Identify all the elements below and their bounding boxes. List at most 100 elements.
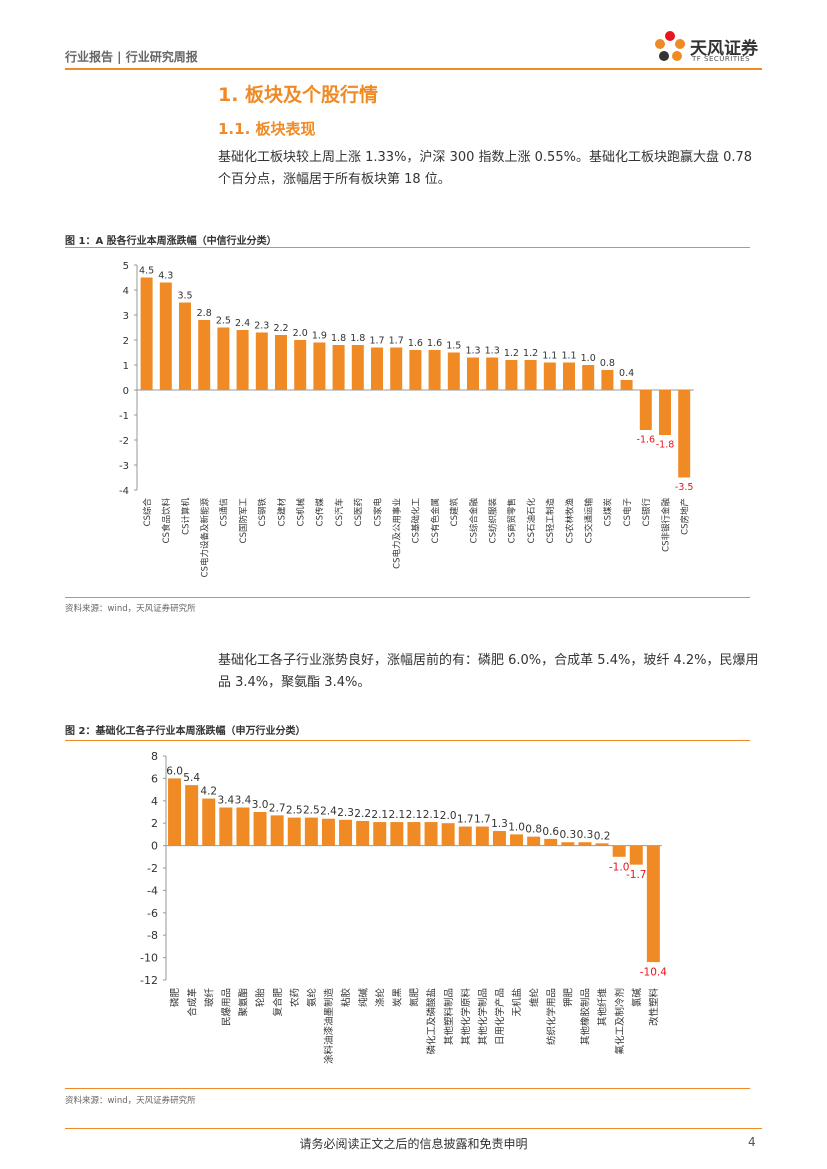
data-label: 2.3 <box>254 321 269 332</box>
bar <box>659 390 671 435</box>
category-label: CS轻工制造 <box>545 498 556 544</box>
category-label: CS国防军工 <box>238 498 249 544</box>
data-label: 1.0 <box>581 353 596 364</box>
report-header: 行业报告 | 行业研究周报 <box>65 50 198 64</box>
category-label: 钾肥 <box>563 988 575 1008</box>
bar <box>505 360 518 390</box>
data-label: 1.3 <box>485 346 500 357</box>
bar <box>510 834 524 846</box>
category-label: 农药 <box>289 988 301 1007</box>
data-label: 2.1 <box>406 809 423 821</box>
data-label: 5.4 <box>183 772 200 784</box>
category-label: 氟化工及制冷剂 <box>614 988 626 1055</box>
bar <box>275 335 287 390</box>
data-label: 4.5 <box>139 266 154 277</box>
category-label: 磷化工及磷酸盐 <box>426 988 438 1055</box>
paragraph-2: 基础化工各子行业涨势良好，涨幅居前的有：磷肥 6.0%，合成革 5.4%，玻纤 … <box>218 653 759 690</box>
bar <box>582 365 595 390</box>
y-tick-label: -8 <box>147 929 158 942</box>
data-label: -3.5 <box>675 482 694 493</box>
bar <box>475 826 489 846</box>
data-label: 3.4 <box>235 795 252 807</box>
bar <box>629 845 643 865</box>
data-label: 0.4 <box>619 368 634 379</box>
bar <box>563 362 575 390</box>
bar <box>236 330 249 390</box>
data-label: 1.1 <box>561 351 576 362</box>
category-label: CS钢铁 <box>257 498 268 527</box>
data-label: 2.4 <box>235 318 250 329</box>
category-label: CS医药 <box>353 498 364 526</box>
logo-cn: 天风证券 <box>690 39 758 59</box>
data-label: 1.5 <box>446 341 461 352</box>
category-label: CS非银行金融 <box>660 498 671 552</box>
data-label: 1.1 <box>542 351 557 362</box>
bar <box>140 277 153 390</box>
data-label: -1.7 <box>626 869 647 881</box>
bar <box>236 807 250 846</box>
category-label: CS机械 <box>296 498 307 527</box>
bar <box>255 332 268 390</box>
data-label: 0.8 <box>525 824 542 836</box>
category-label: 磷肥 <box>169 988 181 1008</box>
bar <box>424 822 438 846</box>
y-tick-label: 0 <box>123 386 129 397</box>
category-label: 纺织化学用品 <box>545 988 557 1045</box>
header-divider <box>65 68 762 70</box>
data-label: 3.0 <box>252 799 269 811</box>
bar <box>595 843 609 846</box>
category-label: 氨纶 <box>306 988 318 1008</box>
bar <box>373 822 387 846</box>
data-label: 1.7 <box>389 336 404 347</box>
figure-1-top-rule <box>65 247 750 248</box>
category-label: 复合肥 <box>272 988 284 1017</box>
category-label: 涤纶 <box>374 988 386 1008</box>
data-label: -1.0 <box>609 861 630 873</box>
y-tick-label: 0 <box>151 840 158 853</box>
category-label: CS家电 <box>372 498 383 527</box>
data-label: 2.5 <box>216 316 231 327</box>
bar <box>578 842 592 846</box>
y-tick-label: 3 <box>123 311 129 322</box>
bar <box>202 798 216 846</box>
bar <box>294 340 307 390</box>
y-tick-label: 1 <box>123 361 129 372</box>
data-label: 1.8 <box>331 333 346 344</box>
y-tick-label: -2 <box>119 436 129 447</box>
data-label: 1.3 <box>465 346 480 357</box>
data-label: 2.2 <box>354 808 371 820</box>
bar <box>441 823 455 846</box>
category-label: 轮胎 <box>255 988 267 1008</box>
bar <box>179 302 191 390</box>
figure-1-bottom-rule <box>65 597 750 598</box>
category-label: CS计算机 <box>180 498 191 535</box>
bar <box>409 350 422 390</box>
y-tick-label: -4 <box>147 884 158 897</box>
y-tick-label: -10 <box>140 952 158 965</box>
category-label: 合成革 <box>186 988 198 1017</box>
category-label: 纯碱 <box>357 988 369 1008</box>
y-tick-label: 5 <box>123 261 129 272</box>
data-label: 6.0 <box>166 765 183 777</box>
paragraph-1: 基础化工板块较上周上涨 1.33%，沪深 300 指数上涨 0.55%。基础化工… <box>218 150 753 187</box>
data-label: 1.3 <box>491 818 508 830</box>
figure-1-source: 资料来源：wind，天风证券研究所 <box>65 604 196 614</box>
bar <box>198 320 211 390</box>
category-label: CS通信 <box>219 498 230 527</box>
y-tick-label: 8 <box>151 750 158 763</box>
data-label: -10.4 <box>640 967 667 979</box>
category-label: CS电子 <box>622 498 633 527</box>
bar <box>646 845 660 963</box>
data-label: 2.4 <box>320 806 337 818</box>
data-label: 1.9 <box>312 331 327 342</box>
data-label: 0.8 <box>600 358 615 369</box>
bar <box>527 836 541 846</box>
bar <box>168 778 182 846</box>
logo-icon <box>655 31 685 61</box>
y-tick-label: 4 <box>151 795 158 808</box>
bar <box>332 345 345 390</box>
data-label: 0.2 <box>594 830 611 842</box>
bar <box>407 822 421 846</box>
category-label: 维纶 <box>528 988 540 1008</box>
